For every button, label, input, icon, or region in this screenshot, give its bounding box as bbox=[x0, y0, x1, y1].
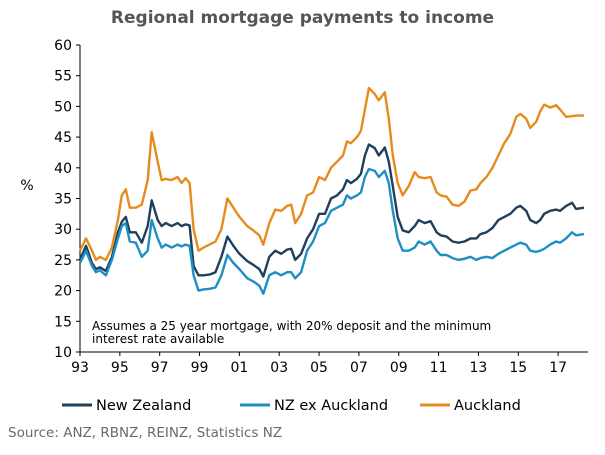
legend-label: New Zealand bbox=[96, 398, 191, 414]
x-tick-label: 07 bbox=[350, 360, 368, 376]
y-tick-label: 20 bbox=[54, 284, 72, 300]
y-tick-label: 55 bbox=[54, 69, 72, 85]
y-tick-label: 30 bbox=[54, 222, 72, 238]
chart-title: Regional mortgage payments to income bbox=[110, 8, 495, 28]
x-tick-label: 11 bbox=[430, 360, 448, 376]
legend-label: NZ ex Auckland bbox=[274, 398, 388, 414]
x-tick-label: 95 bbox=[111, 360, 129, 376]
series-line-new-zealand bbox=[78, 143, 585, 278]
x-tick-label: 97 bbox=[151, 360, 169, 376]
y-tick-label: 35 bbox=[54, 192, 72, 208]
x-tick-label: 15 bbox=[509, 360, 527, 376]
y-tick-label: 10 bbox=[54, 345, 72, 361]
series-line-auckland bbox=[78, 86, 584, 262]
x-tick-label: 09 bbox=[390, 360, 408, 376]
x-tick-label: 99 bbox=[191, 360, 209, 376]
x-tick-label: 17 bbox=[549, 360, 567, 376]
x-tick-label: 93 bbox=[71, 360, 89, 376]
y-tick-label: 50 bbox=[54, 99, 72, 115]
y-tick-label: 40 bbox=[54, 161, 72, 177]
annotation-line: Assumes a 25 year mortgage, with 20% dep… bbox=[92, 319, 491, 333]
y-tick-label: 45 bbox=[54, 130, 72, 146]
x-tick-label: 13 bbox=[470, 360, 488, 376]
x-tick-label: 01 bbox=[230, 360, 248, 376]
y-tick-label: 25 bbox=[54, 253, 72, 269]
legend-label: Auckland bbox=[454, 398, 521, 414]
x-tick-label: 05 bbox=[310, 360, 328, 376]
y-tick-label: 15 bbox=[54, 314, 72, 330]
y-axis-label: % bbox=[20, 178, 33, 194]
annotation-line: interest rate available bbox=[92, 332, 224, 346]
series-line-nz-ex-auckland bbox=[78, 167, 585, 295]
y-tick-label: 60 bbox=[54, 38, 72, 54]
x-tick-label: 03 bbox=[270, 360, 288, 376]
source-note: Source: ANZ, RBNZ, REINZ, Statistics NZ bbox=[8, 425, 283, 441]
